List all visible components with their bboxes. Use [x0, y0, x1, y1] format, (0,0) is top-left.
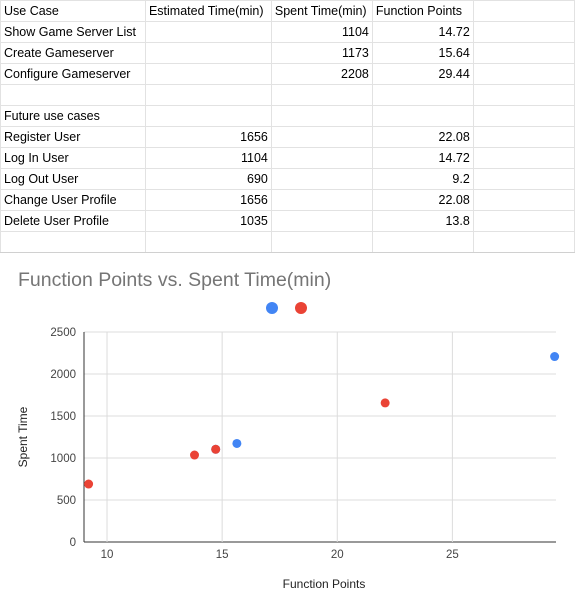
table-row [0, 231, 575, 253]
data-point [380, 398, 390, 408]
data-point [550, 352, 560, 362]
chart-title: Function Points vs. Spent Time(min) [18, 269, 332, 291]
legend-marker [266, 302, 278, 314]
table-row: Log In User 1104 14.72 [0, 147, 575, 169]
table-cell[interactable]: 13.8 [371, 210, 474, 232]
table-cell[interactable] [472, 147, 575, 169]
data-point [211, 444, 221, 454]
table-row: Configure Gameserver 2208 29.44 [0, 63, 575, 85]
x-tick-label: 10 [101, 549, 114, 561]
x-tick-label: 15 [216, 549, 229, 561]
table-cell[interactable] [270, 189, 373, 211]
table-cell[interactable] [270, 126, 373, 148]
table-cell[interactable] [472, 126, 575, 148]
header-cell[interactable] [472, 0, 575, 22]
table-row: Log Out User 690 9.2 [0, 168, 575, 190]
y-tick-label: 0 [70, 537, 76, 549]
header-row: Use Case Estimated Time(min) Spent Time(… [0, 0, 575, 22]
table-cell[interactable] [0, 84, 146, 106]
table-cell[interactable]: 1656 [144, 126, 272, 148]
y-tick-label: 1000 [50, 453, 76, 465]
table-cell[interactable] [472, 189, 575, 211]
y-axis-title: Spent Time [16, 406, 30, 467]
table-cell[interactable]: Log In User [0, 147, 146, 169]
table-cell[interactable]: 1173 [270, 42, 373, 64]
table-cell[interactable]: 22.08 [371, 189, 474, 211]
table-cell[interactable] [472, 84, 575, 106]
table-row: Register User 1656 22.08 [0, 126, 575, 148]
table-cell[interactable]: Register User [0, 126, 146, 148]
data-table: Use Case Estimated Time(min) Spent Time(… [0, 0, 575, 253]
data-point [190, 450, 200, 460]
table-cell[interactable]: 1035 [144, 210, 272, 232]
table-cell[interactable] [472, 231, 575, 253]
table-row: Delete User Profile 1035 13.8 [0, 210, 575, 232]
table-row: Show Game Server List 1104 14.72 [0, 21, 575, 43]
x-axis-title: Function Points [283, 577, 366, 591]
x-tick-label: 20 [331, 549, 344, 561]
table-cell[interactable]: 22.08 [371, 126, 474, 148]
scatter-chart[interactable]: Function Points vs. Spent Time(min) 0 500… [0, 252, 575, 609]
header-cell[interactable]: Estimated Time(min) [144, 0, 272, 22]
table-row: Change User Profile 1656 22.08 [0, 189, 575, 211]
table-cell[interactable] [144, 42, 272, 64]
table-cell[interactable]: Change User Profile [0, 189, 146, 211]
header-cell[interactable]: Use Case [0, 0, 146, 22]
table-cell[interactable]: 9.2 [371, 168, 474, 190]
table-cell[interactable] [371, 84, 474, 106]
table-cell[interactable] [371, 231, 474, 253]
table-cell[interactable] [270, 147, 373, 169]
table-cell[interactable] [0, 231, 146, 253]
table-cell[interactable]: Delete User Profile [0, 210, 146, 232]
table-cell[interactable]: 2208 [270, 63, 373, 85]
table-cell[interactable] [472, 168, 575, 190]
table-cell[interactable] [270, 231, 373, 253]
table-cell[interactable] [270, 168, 373, 190]
table-cell[interactable] [270, 105, 373, 127]
table-cell[interactable]: 1656 [144, 189, 272, 211]
table-cell[interactable] [144, 231, 272, 253]
data-point [232, 438, 242, 448]
y-tick-label: 1500 [50, 411, 76, 423]
table-cell[interactable] [371, 105, 474, 127]
table-cell[interactable] [472, 210, 575, 232]
table-cell[interactable]: Configure Gameserver [0, 63, 146, 85]
table-cell[interactable]: Create Gameserver [0, 42, 146, 64]
table-row: Create Gameserver 1173 15.64 [0, 42, 575, 64]
y-tick-label: 2500 [50, 327, 76, 339]
table-cell[interactable]: 14.72 [371, 147, 474, 169]
table-cell[interactable] [472, 63, 575, 85]
table-cell[interactable] [144, 21, 272, 43]
table-cell[interactable] [472, 21, 575, 43]
table-cell[interactable]: 1104 [144, 147, 272, 169]
table-cell[interactable] [144, 84, 272, 106]
x-tick-label: 25 [446, 549, 459, 561]
header-cell[interactable]: Spent Time(min) [270, 0, 373, 22]
table-cell[interactable]: 14.72 [371, 21, 474, 43]
y-tick-label: 2000 [50, 369, 76, 381]
table-cell[interactable]: 1104 [270, 21, 373, 43]
table-cell[interactable] [270, 210, 373, 232]
table-cell[interactable]: 15.64 [371, 42, 474, 64]
table-cell[interactable]: Future use cases [0, 105, 146, 127]
table-cell[interactable]: 29.44 [371, 63, 474, 85]
table-cell[interactable]: 690 [144, 168, 272, 190]
table-cell[interactable] [472, 105, 575, 127]
legend-marker [295, 302, 307, 314]
header-cell[interactable]: Function Points [371, 0, 474, 22]
table-cell[interactable]: Log Out User [0, 168, 146, 190]
table-cell[interactable] [144, 105, 272, 127]
chart-plot-area: 0 500 1000 1500 2000 2500 10 15 20 25 Function Poi… [16, 302, 560, 591]
table-cell[interactable] [472, 42, 575, 64]
data-point [84, 479, 94, 489]
table-cell[interactable]: Show Game Server List [0, 21, 146, 43]
table-row [0, 84, 575, 106]
table-cell[interactable] [144, 63, 272, 85]
table-row: Future use cases [0, 105, 575, 127]
y-tick-label: 500 [57, 495, 76, 507]
table-cell[interactable] [270, 84, 373, 106]
spreadsheet-grid: Use Case Estimated Time(min) Spent Time(… [0, 0, 575, 253]
